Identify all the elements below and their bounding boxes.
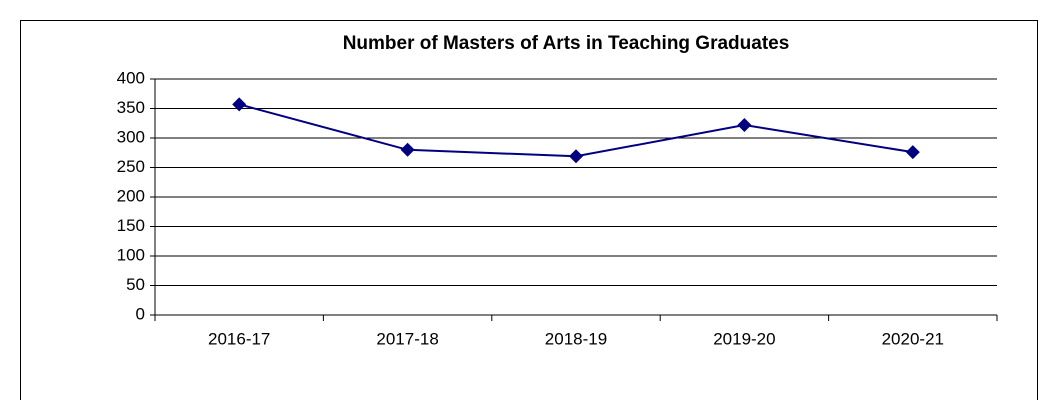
chart-title: Number of Masters of Arts in Teaching Gr…	[343, 33, 790, 54]
data-point	[737, 118, 752, 133]
chart-frame	[20, 20, 1038, 400]
y-tick-label: 0	[136, 304, 145, 323]
data-point	[905, 145, 920, 160]
x-tick-label: 2020-21	[882, 329, 944, 348]
y-tick-label: 300	[117, 127, 145, 146]
y-tick-label: 400	[117, 68, 145, 87]
y-tick-label: 150	[117, 216, 145, 235]
data-point	[569, 149, 583, 164]
x-tick-label: 2016-17	[208, 329, 270, 348]
x-tick-label: 2018-19	[545, 329, 607, 348]
y-tick-label: 50	[126, 275, 145, 294]
x-tick-label: 2017-18	[376, 329, 438, 348]
y-tick-label: 200	[117, 186, 145, 205]
series-line	[238, 103, 913, 158]
y-tick-label: 350	[117, 98, 145, 117]
y-tick-label: 250	[117, 157, 145, 176]
x-tick-label: 2019-20	[713, 329, 775, 348]
data-point	[400, 142, 415, 157]
y-tick-label: 100	[117, 245, 145, 264]
data-point	[232, 97, 247, 112]
